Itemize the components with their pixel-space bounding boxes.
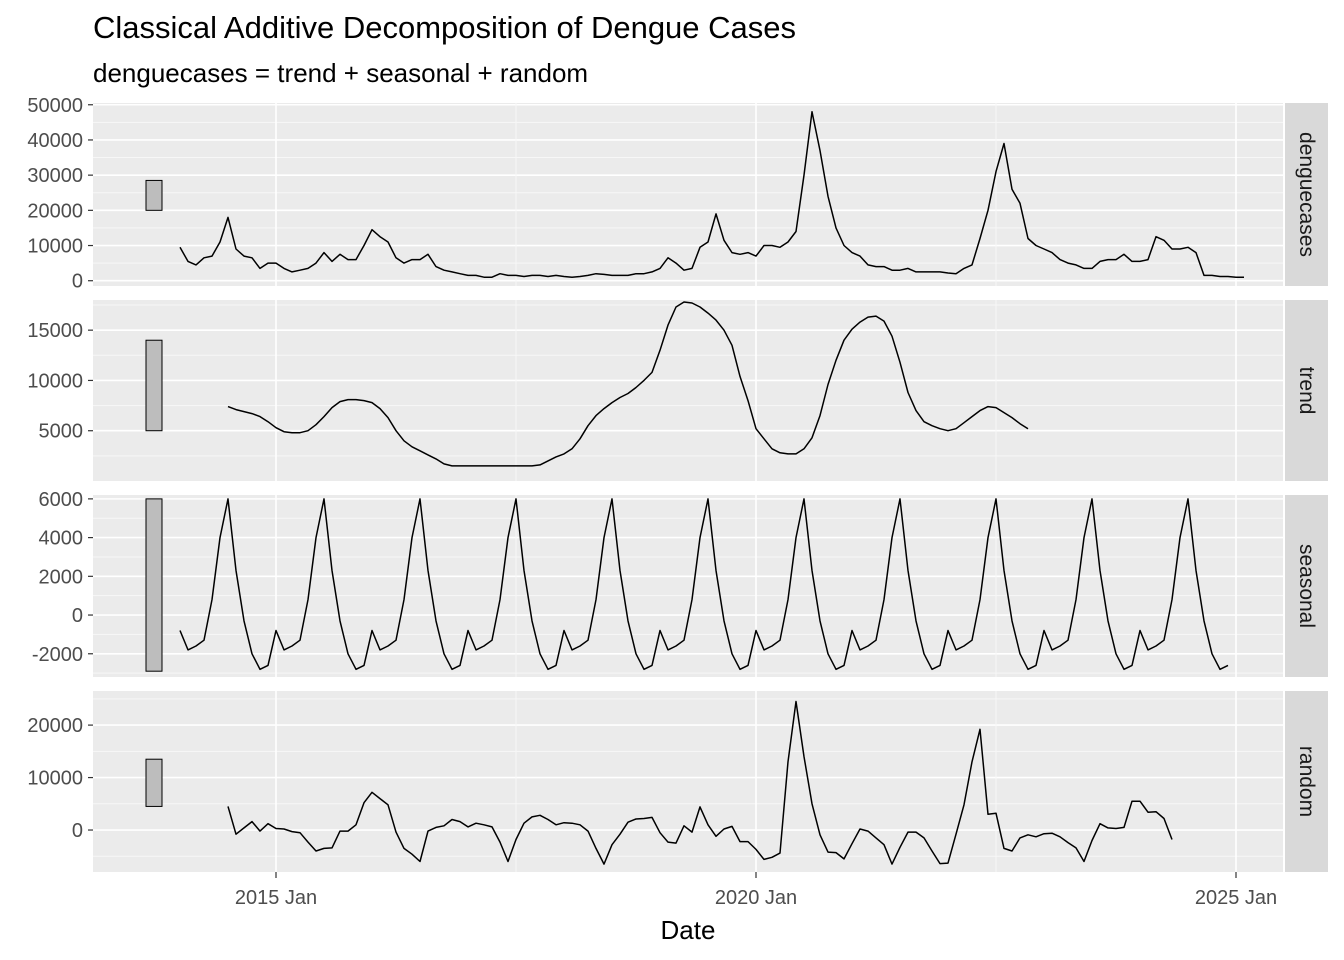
series-line-random xyxy=(227,700,1173,865)
x-tick-label: 2025 Jan xyxy=(1195,887,1277,909)
x-tick-label: 2015 Jan xyxy=(235,887,317,909)
x-tick-label: 2020 Jan xyxy=(715,887,797,909)
facet-strip xyxy=(1285,691,1328,872)
y-tick-label: 20000 xyxy=(27,715,83,737)
series-line-denguecases xyxy=(179,111,1244,278)
y-tick-label: 15000 xyxy=(27,320,83,342)
y-tick-label: 6000 xyxy=(39,489,84,511)
y-tick-label: 0 xyxy=(72,271,83,293)
panel-background xyxy=(93,691,1283,872)
scale-bar xyxy=(145,758,163,807)
facet-label-random: random xyxy=(1295,746,1318,817)
chart-subtitle: denguecases = trend + seasonal + random xyxy=(93,58,589,88)
y-tick-label: 10000 xyxy=(27,768,83,790)
y-tick-label: 4000 xyxy=(39,528,84,550)
scale-bar xyxy=(145,339,163,432)
y-tick-label: 5000 xyxy=(39,421,84,443)
y-tick-label: 0 xyxy=(72,605,83,627)
y-tick-label: 10000 xyxy=(27,370,83,392)
x-axis-title: Date xyxy=(661,915,716,945)
y-tick-label: 10000 xyxy=(27,236,83,258)
y-tick-label: 40000 xyxy=(27,130,83,152)
y-tick-label: -2000 xyxy=(32,644,83,666)
scale-bar xyxy=(145,179,163,211)
y-tick-label: 2000 xyxy=(39,566,84,588)
y-tick-label: 0 xyxy=(72,820,83,842)
y-tick-label: 50000 xyxy=(27,95,83,117)
panel-background xyxy=(93,300,1283,481)
facet-strip xyxy=(1285,103,1328,286)
facet-label-denguecases: denguecases xyxy=(1295,132,1318,257)
y-tick-label: 30000 xyxy=(27,165,83,187)
series-line-seasonal xyxy=(179,498,1229,671)
facet-strip xyxy=(1285,495,1328,677)
facet-label-trend: trend xyxy=(1295,367,1318,415)
series-line-trend xyxy=(227,301,1029,467)
facet-label-seasonal: seasonal xyxy=(1295,544,1318,628)
chart-title: Classical Additive Decomposition of Deng… xyxy=(93,10,797,45)
facet-strip xyxy=(1285,300,1328,481)
scale-bar xyxy=(145,498,163,672)
y-tick-label: 20000 xyxy=(27,200,83,222)
panel-background xyxy=(93,103,1283,286)
